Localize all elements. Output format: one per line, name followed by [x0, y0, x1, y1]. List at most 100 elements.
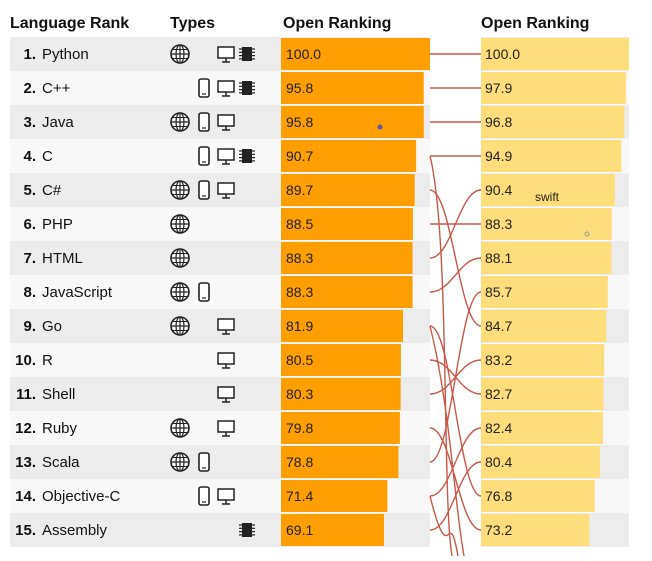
table-row: 9. Go — [23, 316, 235, 336]
table-row: 10. R — [15, 352, 235, 369]
connector-line — [429, 427, 482, 497]
language-name: R — [42, 352, 53, 369]
left-bar — [281, 174, 415, 206]
right-bar-value: 96.8 — [485, 114, 512, 130]
left-bar — [281, 344, 401, 376]
table-row: 2. C++ — [23, 78, 255, 98]
right-bar-value: 85.7 — [485, 284, 512, 300]
language-name: Assembly — [42, 522, 108, 539]
chip-icon — [239, 81, 255, 95]
left-bar-value: 90.7 — [286, 148, 313, 164]
headers: Language Rank Types Open Ranking Open Ra… — [10, 15, 589, 32]
chip-icon — [239, 523, 255, 537]
right-bar — [481, 480, 595, 512]
desktop-icon — [217, 80, 235, 97]
right-bar-value: 80.4 — [485, 454, 512, 470]
desktop-icon — [217, 114, 235, 131]
connector-line-overflow — [429, 495, 459, 557]
right-bar — [481, 276, 608, 308]
left-bar-value: 100.0 — [286, 46, 321, 62]
mobile-icon — [198, 180, 210, 200]
left-bar — [281, 38, 430, 70]
mobile-icon — [198, 282, 210, 302]
table-row: 12. Ruby — [15, 418, 235, 438]
desktop-icon — [217, 352, 235, 369]
connector-line — [429, 325, 482, 497]
rank-number: 3. — [23, 114, 36, 131]
language-name: PHP — [42, 216, 73, 233]
right-bar-value: 82.4 — [485, 420, 512, 436]
language-name: C — [42, 148, 53, 165]
right-bar-value: 84.7 — [485, 318, 512, 334]
swift-annotation: swift — [535, 190, 560, 204]
rank-number: 15. — [15, 522, 36, 539]
rows: 1. Python 2. C++ 3. Java 4. C 5. C# 6. PHP 7. HTML 8. J… — [15, 44, 255, 539]
right-bar-value: 88.1 — [485, 250, 512, 266]
rank-number: 5. — [23, 182, 36, 199]
table-row: 15. Assembly — [15, 522, 255, 539]
marker-dot — [377, 124, 383, 130]
table-row: 13. Scala — [15, 452, 210, 472]
left-bar-value: 95.8 — [286, 114, 313, 130]
right-bar-value: 100.0 — [485, 46, 520, 62]
mobile-icon — [198, 146, 210, 166]
right-bar — [481, 514, 590, 546]
left-bar-value: 71.4 — [286, 488, 313, 504]
globe-icon — [170, 44, 190, 64]
connector-line — [429, 189, 482, 327]
language-name: Scala — [42, 454, 80, 471]
header-open-ranking-right: Open Ranking — [481, 15, 589, 32]
chip-icon — [239, 149, 255, 163]
chip-icon — [239, 47, 255, 61]
rank-number: 8. — [23, 284, 36, 301]
desktop-icon — [217, 148, 235, 165]
rank-number: 6. — [23, 216, 36, 233]
left-bar — [281, 242, 413, 274]
mobile-icon — [198, 486, 210, 506]
desktop-icon — [217, 488, 235, 505]
header-language-rank: Language Rank — [10, 15, 129, 32]
right-bar — [481, 378, 604, 410]
left-bar — [281, 72, 424, 104]
table-row: 7. HTML — [23, 248, 190, 268]
right-bar — [481, 174, 615, 206]
right-bar — [481, 412, 603, 444]
globe-icon — [170, 112, 190, 132]
table-row: 4. C — [23, 146, 255, 166]
right-bar-value: 82.7 — [485, 386, 512, 402]
header-open-ranking-left: Open Ranking — [283, 15, 391, 32]
rank-number: 13. — [15, 454, 36, 471]
rank-number: 10. — [15, 352, 36, 369]
globe-icon — [170, 418, 190, 438]
desktop-icon — [217, 318, 235, 335]
left-bar — [281, 446, 399, 478]
globe-icon — [170, 452, 190, 472]
right-bar — [481, 446, 600, 478]
language-name: Java — [42, 114, 74, 131]
right-bar — [481, 72, 626, 104]
mobile-icon — [198, 452, 210, 472]
table-row: 1. Python — [23, 44, 255, 64]
language-name: Python — [42, 46, 89, 63]
marker-ring — [584, 231, 590, 237]
connector-line — [429, 427, 482, 531]
left-bar-value: 79.8 — [286, 420, 313, 436]
left-bar-value: 95.8 — [286, 80, 313, 96]
table-row: 6. PHP — [23, 214, 190, 234]
right-bar-value: 97.9 — [485, 80, 512, 96]
ranking-connectors — [429, 53, 482, 557]
left-bar-value: 78.8 — [286, 454, 313, 470]
language-name: HTML — [42, 250, 83, 267]
right-bar — [481, 242, 612, 274]
left-bar-value: 89.7 — [286, 182, 313, 198]
left-bar — [281, 106, 424, 138]
left-bar — [281, 378, 401, 410]
left-bar — [281, 480, 388, 512]
left-bar-value: 88.3 — [286, 284, 313, 300]
left-bar-value: 80.5 — [286, 352, 313, 368]
language-name: C# — [42, 182, 62, 199]
rank-number: 4. — [23, 148, 36, 165]
table-row: 3. Java — [23, 112, 235, 132]
left-bar-value: 80.3 — [286, 386, 313, 402]
